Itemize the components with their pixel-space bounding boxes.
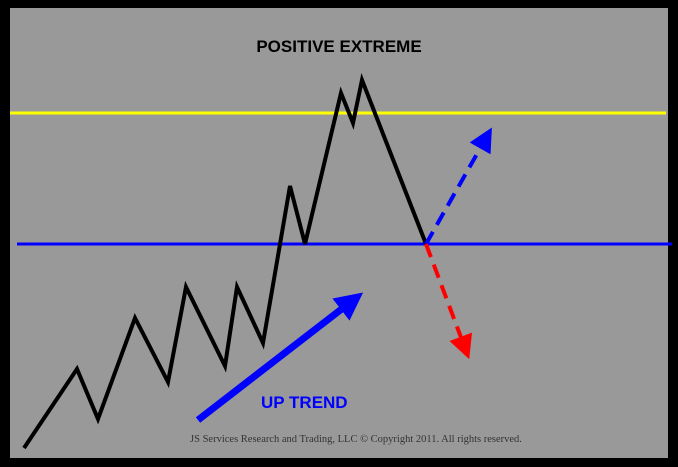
up-trend-label: UP TREND — [261, 393, 348, 412]
diagram-title: POSITIVE EXTREME — [256, 37, 421, 56]
up-scenario-arrow — [424, 127, 492, 245]
down-scenario-arrow — [424, 243, 473, 360]
up-trend-arrow — [195, 292, 364, 423]
copyright-notice: JS Services Research and Trading, LLC © … — [190, 434, 522, 445]
price-line — [22, 73, 428, 450]
diagram-panel — [10, 8, 668, 458]
